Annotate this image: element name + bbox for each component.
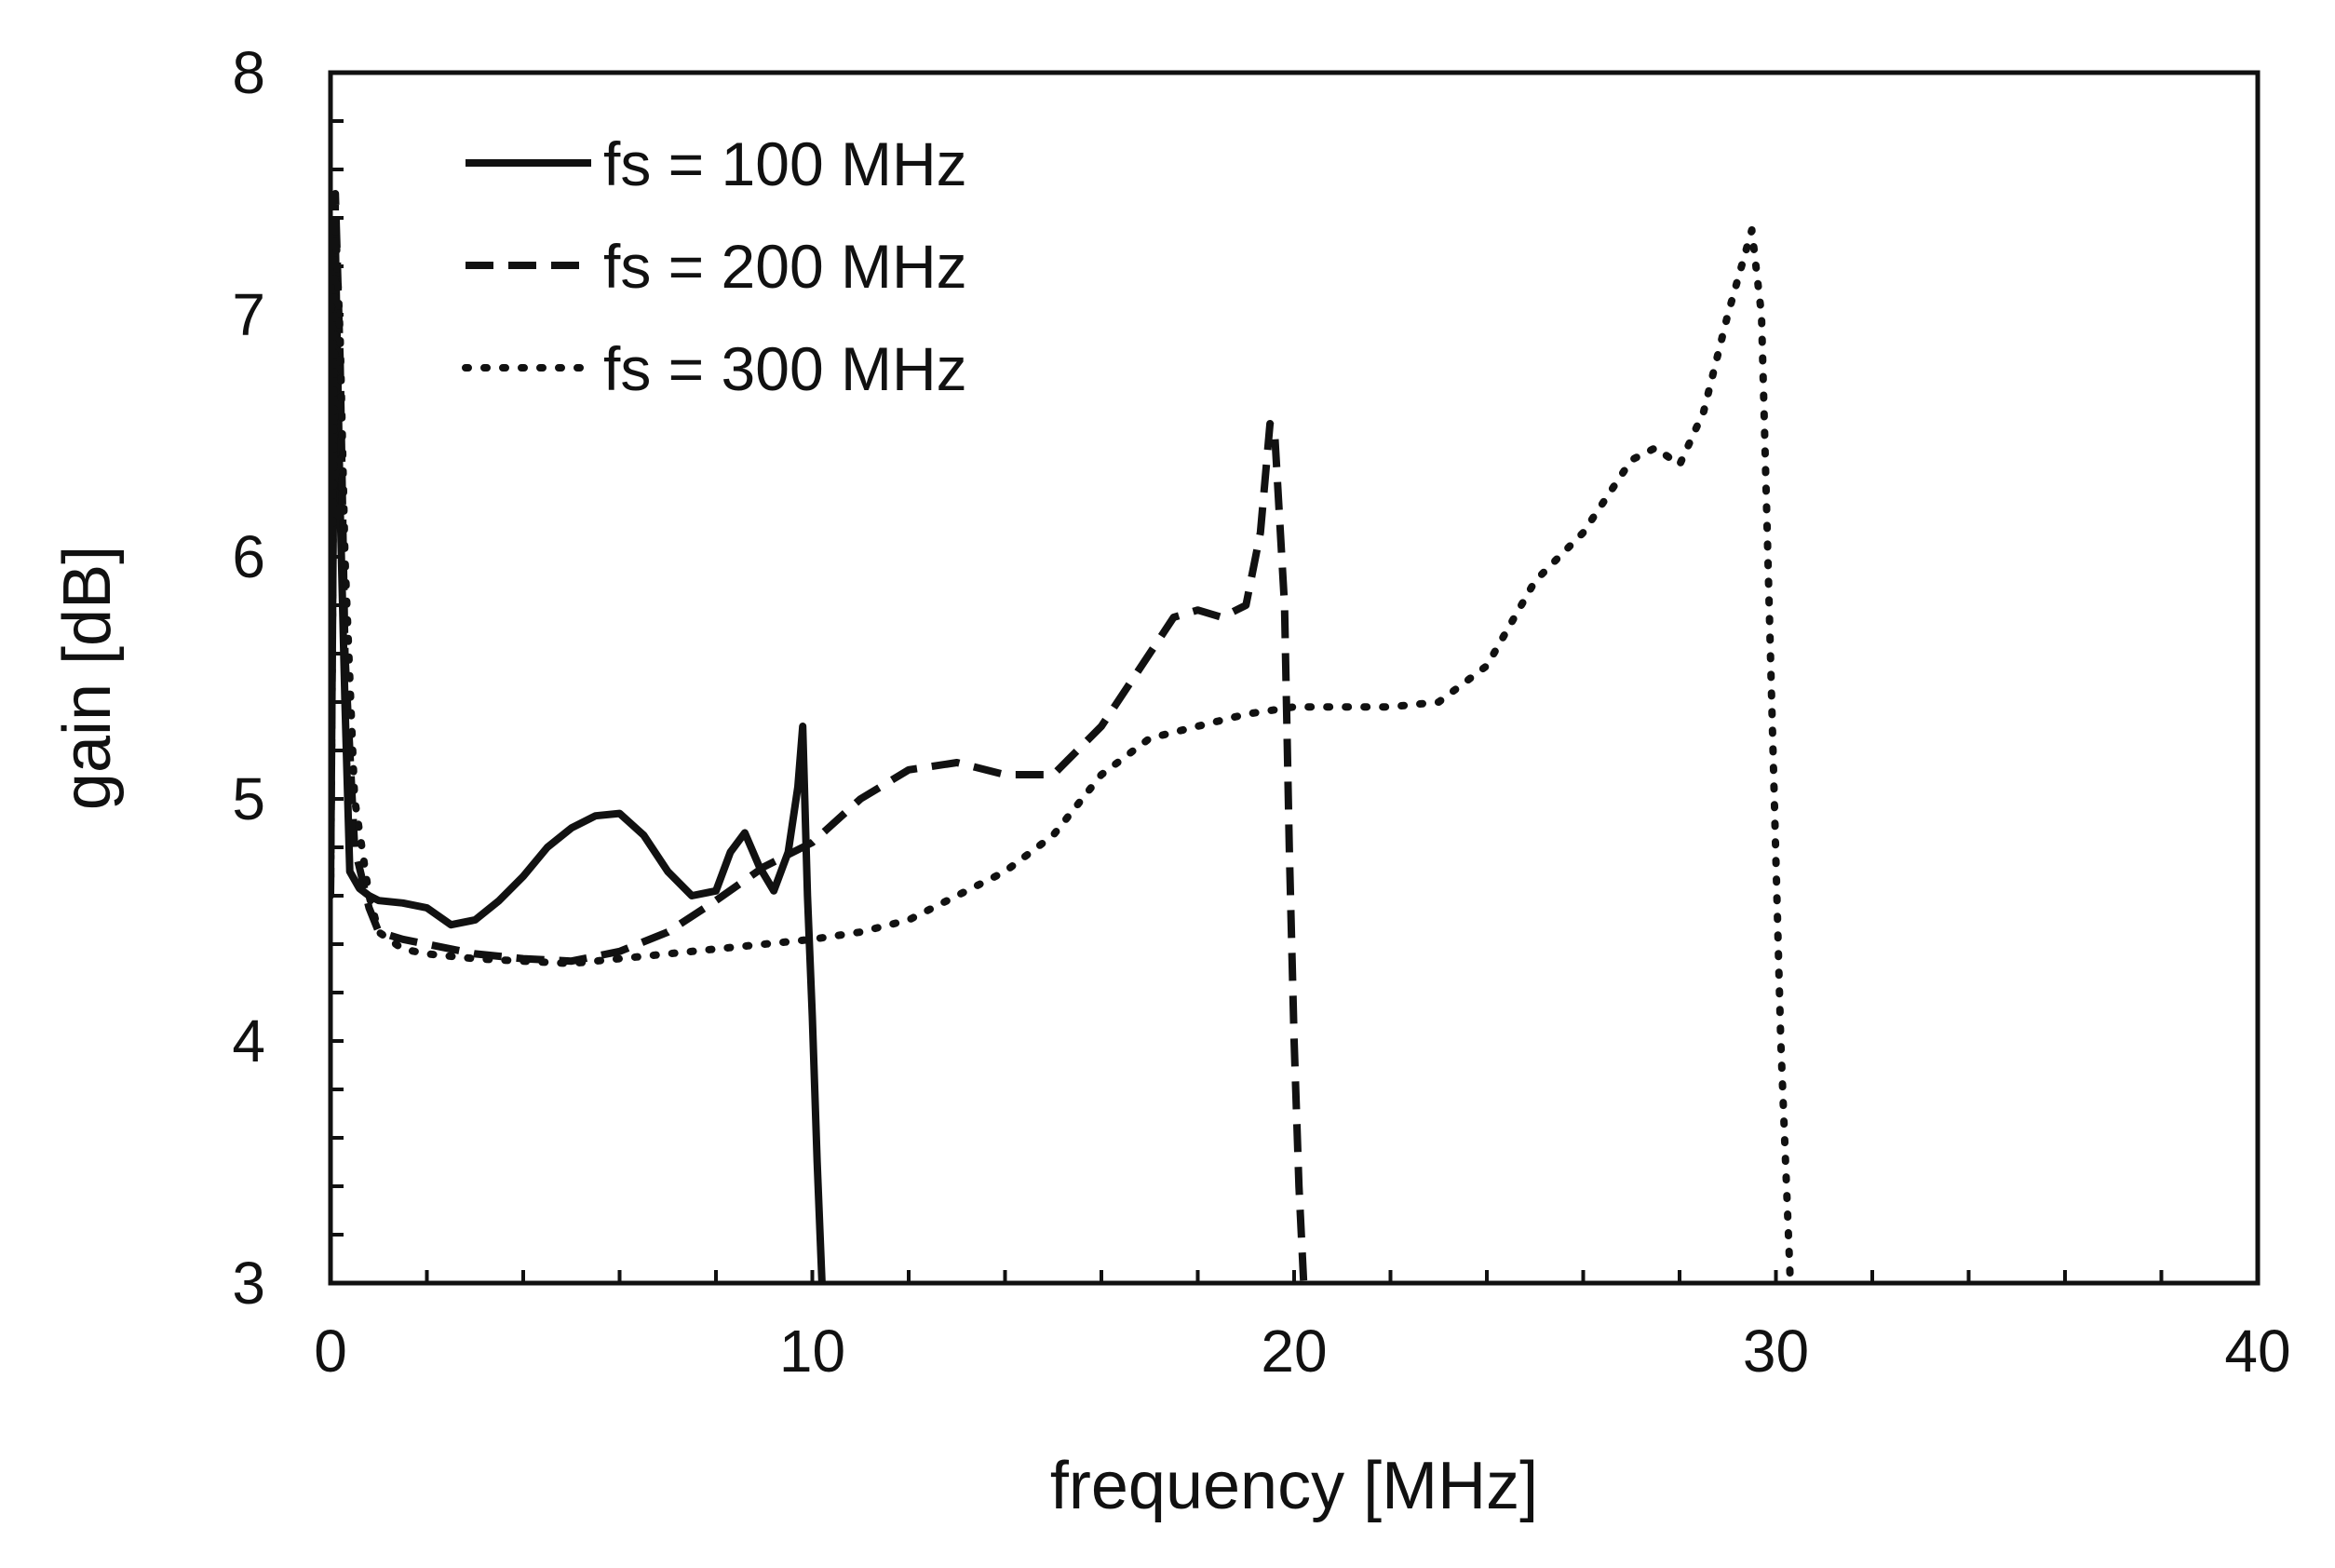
series-line-1	[331, 238, 826, 1283]
legend-label-2: fs = 200 MHz	[603, 232, 967, 301]
y-tick-label: 3	[232, 1250, 265, 1317]
x-tick-label: 20	[1261, 1318, 1327, 1385]
x-tick-label: 0	[314, 1318, 347, 1385]
legend-label-1: fs = 100 MHz	[603, 129, 967, 198]
y-tick-label: 7	[232, 281, 265, 348]
legend: fs = 100 MHz fs = 200 MHz fs = 300 MHz	[462, 129, 967, 403]
legend-label-3: fs = 300 MHz	[603, 334, 967, 403]
series-line-3	[331, 214, 1794, 1283]
y-tick-label: 5	[232, 765, 265, 832]
y-tick-label: 4	[232, 1007, 265, 1075]
series-line-2	[331, 190, 1308, 1283]
tick-labels: 0 10 20 30 40 3 4 5 6 7 8	[232, 39, 2290, 1385]
y-tick-label: 6	[232, 523, 265, 590]
x-tick-label: 40	[2224, 1318, 2290, 1385]
y-axis-title: gain [dB]	[50, 546, 125, 810]
x-tick-label: 10	[779, 1318, 845, 1385]
x-tick-label: 30	[1743, 1318, 1809, 1385]
tick-marks	[329, 71, 2260, 1285]
x-axis-title: frequency [MHz]	[1050, 1449, 1538, 1523]
series-layer	[331, 190, 1794, 1283]
y-tick-label: 8	[232, 39, 265, 106]
